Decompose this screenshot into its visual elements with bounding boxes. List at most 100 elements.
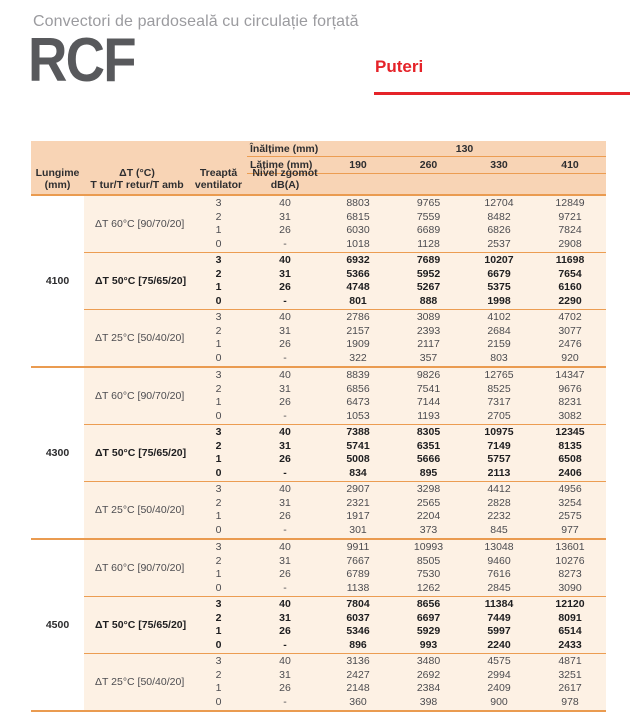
power-value-cell: 7804: [346, 598, 370, 610]
power-value-cell: 8135: [558, 439, 582, 452]
section-underline: [374, 92, 630, 95]
width-header-label: Lățime (mm): [247, 157, 323, 174]
dt-group: ΔT 50°C [75/65/20] 3 40 7804 8656 11384 12120 2…: [84, 596, 606, 653]
data-row: 0 - 1018 1128 2537 2908: [190, 238, 606, 252]
fan-step-cell: 3: [215, 311, 222, 323]
fan-step-cell: 3: [215, 655, 222, 667]
group-rows: 3 40 7804 8656 11384 12120 2 31 6037 6697 7449 8091…: [190, 597, 606, 653]
delta-t-header-line1: ΔT (°C): [119, 166, 155, 179]
power-value-cell: 13048: [484, 541, 514, 553]
data-row: 2 31 6815 7559 8482 9721: [190, 211, 606, 225]
data-row: 0 - 360 398 900 978: [190, 696, 606, 710]
width-value-330: 330: [464, 157, 534, 174]
power-value-cell: 2406: [558, 466, 582, 479]
power-value-cell: 2290: [558, 294, 582, 307]
power-value-cell: 2565: [416, 496, 441, 509]
power-value-cell: 11384: [484, 598, 514, 610]
fan-step-cell: 0: [215, 695, 222, 708]
data-row: 3 40 6932 7689 10207 11698: [190, 254, 606, 268]
data-row: 1 26 4748 5267 5375 6160: [190, 281, 606, 295]
data-row: 0 - 301 373 845 977: [190, 524, 606, 538]
noise-level-cell: 26: [279, 682, 291, 694]
power-value-cell: 834: [349, 466, 367, 479]
fan-step-header-line1: Treaptă: [199, 166, 238, 179]
fan-step-cell: 3: [215, 197, 222, 209]
power-value-cell: 14347: [555, 369, 585, 381]
power-value-cell: 2384: [416, 682, 441, 694]
power-value-cell: 978: [561, 695, 579, 708]
fan-step-cell: 1: [215, 682, 222, 694]
power-value-cell: 2232: [487, 510, 511, 522]
power-value-cell: 1998: [487, 294, 511, 307]
height-header-label: Înălțime (mm): [247, 141, 323, 157]
power-value-cell: 2845: [487, 581, 511, 594]
noise-level-cell: 40: [279, 369, 291, 381]
fan-step-cell: 2: [215, 496, 222, 509]
fan-step-cell: 1: [215, 568, 222, 580]
fan-step-cell: 2: [215, 267, 222, 280]
noise-header-line1: Nivel zgomot: [252, 166, 318, 179]
power-value-cell: 398: [419, 695, 438, 708]
group-rows: 3 40 2786 3089 4102 4702 2 31 2157 2393 2684 3077 1 2…: [190, 310, 606, 366]
noise-level-cell: 31: [279, 496, 291, 509]
power-value-cell: 7449: [487, 611, 511, 624]
power-value-cell: 9721: [558, 210, 582, 223]
power-value-cell: 6932: [346, 254, 370, 266]
dt-group: ΔT 50°C [75/65/20] 3 40 6932 7689 10207 11698 2…: [84, 252, 606, 309]
noise-level-cell: -: [283, 638, 287, 651]
power-value-cell: 5757: [487, 453, 511, 465]
power-value-cell: 7144: [416, 396, 441, 408]
group-rows: 3 40 2907 3298 4412 4956 2 31 2321 2565 2828 3254 1 2…: [190, 482, 606, 538]
power-value-cell: 8091: [558, 611, 582, 624]
fan-step-cell: 2: [215, 382, 222, 395]
group-rows: 3 40 7388 8305 10975 12345 2 31 5741 6351 7149 8135…: [190, 425, 606, 481]
power-value-cell: 4702: [558, 311, 582, 323]
height-header-value: 130: [323, 141, 606, 157]
noise-level-cell: 26: [279, 453, 291, 465]
power-value-cell: 3480: [416, 655, 441, 667]
data-row: 0 - 1053 1193 2705 3082: [190, 410, 606, 424]
power-value-cell: 2409: [487, 682, 511, 694]
power-value-cell: 7559: [416, 210, 441, 223]
power-value-cell: 7616: [487, 568, 511, 580]
power-value-cell: 6514: [558, 625, 582, 637]
data-row: 2 31 2157 2393 2684 3077: [190, 325, 606, 339]
dt-group-label: ΔT 25°C [50/40/20]: [95, 332, 185, 344]
power-value-cell: 6473: [346, 396, 370, 408]
power-value-cell: 8482: [487, 210, 511, 223]
fan-step-cell: 2: [215, 611, 222, 624]
power-table: Lungime (mm) ΔT (°C) T tur/T retur/T amb…: [31, 141, 606, 712]
length-block-4300: 4300 ΔT 60°C [90/70/20] 3 40 8839 9826 12765 14…: [31, 366, 606, 538]
power-value-cell: 7530: [416, 568, 441, 580]
block-groups: ΔT 60°C [90/70/20] 3 40 8803 9765 12704 12849 2…: [84, 196, 606, 366]
fan-step-cell: 0: [215, 409, 222, 422]
power-value-cell: 2705: [487, 409, 511, 422]
block-groups: ΔT 60°C [90/70/20] 3 40 8839 9826 12765 14347 2…: [84, 368, 606, 538]
delta-t-header-line2: T tur/T retur/T amb: [90, 178, 184, 191]
data-row: 3 40 7388 8305 10975 12345: [190, 426, 606, 440]
power-value-cell: 9826: [416, 369, 441, 381]
power-value-cell: 4871: [558, 655, 582, 667]
power-value-cell: 4412: [487, 483, 511, 495]
noise-level-cell: -: [283, 466, 287, 479]
fan-step-cell: 0: [215, 581, 222, 594]
group-rows: 3 40 9911 10993 13048 13601 2 31 7667 8505 9460 102…: [190, 540, 606, 596]
noise-level-cell: 26: [279, 281, 291, 293]
data-row: 0 - 801 888 1998 2290: [190, 295, 606, 309]
length-column-header: Lungime (mm): [31, 141, 84, 194]
noise-level-cell: 31: [279, 324, 291, 337]
power-value-cell: 900: [490, 695, 508, 708]
fan-step-cell: 1: [215, 338, 222, 350]
power-value-cell: 8505: [416, 554, 441, 567]
data-row: 2 31 5741 6351 7149 8135: [190, 440, 606, 454]
page-title: Convectori de pardoseală cu circulație f…: [33, 13, 359, 30]
power-value-cell: 6030: [346, 224, 370, 236]
fan-step-cell: 3: [215, 598, 222, 610]
power-value-cell: 801: [349, 294, 367, 307]
data-row: 3 40 2907 3298 4412 4956: [190, 483, 606, 497]
data-row: 3 40 8803 9765 12704 12849: [190, 197, 606, 211]
power-value-cell: 1018: [346, 237, 370, 250]
power-value-cell: 1909: [346, 338, 370, 350]
data-row: 3 40 2786 3089 4102 4702: [190, 311, 606, 325]
dt-group-label: ΔT 50°C [75/65/20]: [95, 619, 187, 631]
